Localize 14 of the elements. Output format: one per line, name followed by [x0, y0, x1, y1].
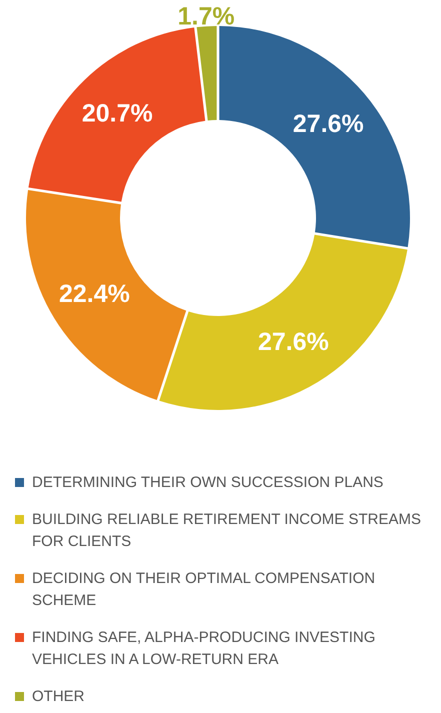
legend-label: OTHER [32, 688, 85, 705]
legend-label: DETERMINING THEIR OWN SUCCESSION PLANS [32, 474, 384, 491]
data-label: 1.7% [178, 2, 235, 30]
legend-label: DECIDING ON THEIR OPTIMAL COMPENSATION SCHEME [32, 570, 376, 609]
donut-slice [159, 234, 408, 410]
data-label: 27.6% [292, 110, 364, 138]
donut-slice [28, 27, 206, 202]
data-label: 20.7% [82, 100, 153, 128]
data-label: 22.4% [58, 280, 130, 308]
donut-slice [196, 26, 217, 121]
data-label: 27.6% [258, 328, 329, 356]
donut-slice [26, 190, 186, 400]
legend-label: BUILDING RELIABLE RETIREMENT INCOME STREAMS FOR CLIENTS [32, 511, 421, 550]
legend-label: FINDING SAFE, ALPHA-PRODUCING INVESTING VEHICLES IN A LOW-RETURN ERA [32, 629, 376, 668]
